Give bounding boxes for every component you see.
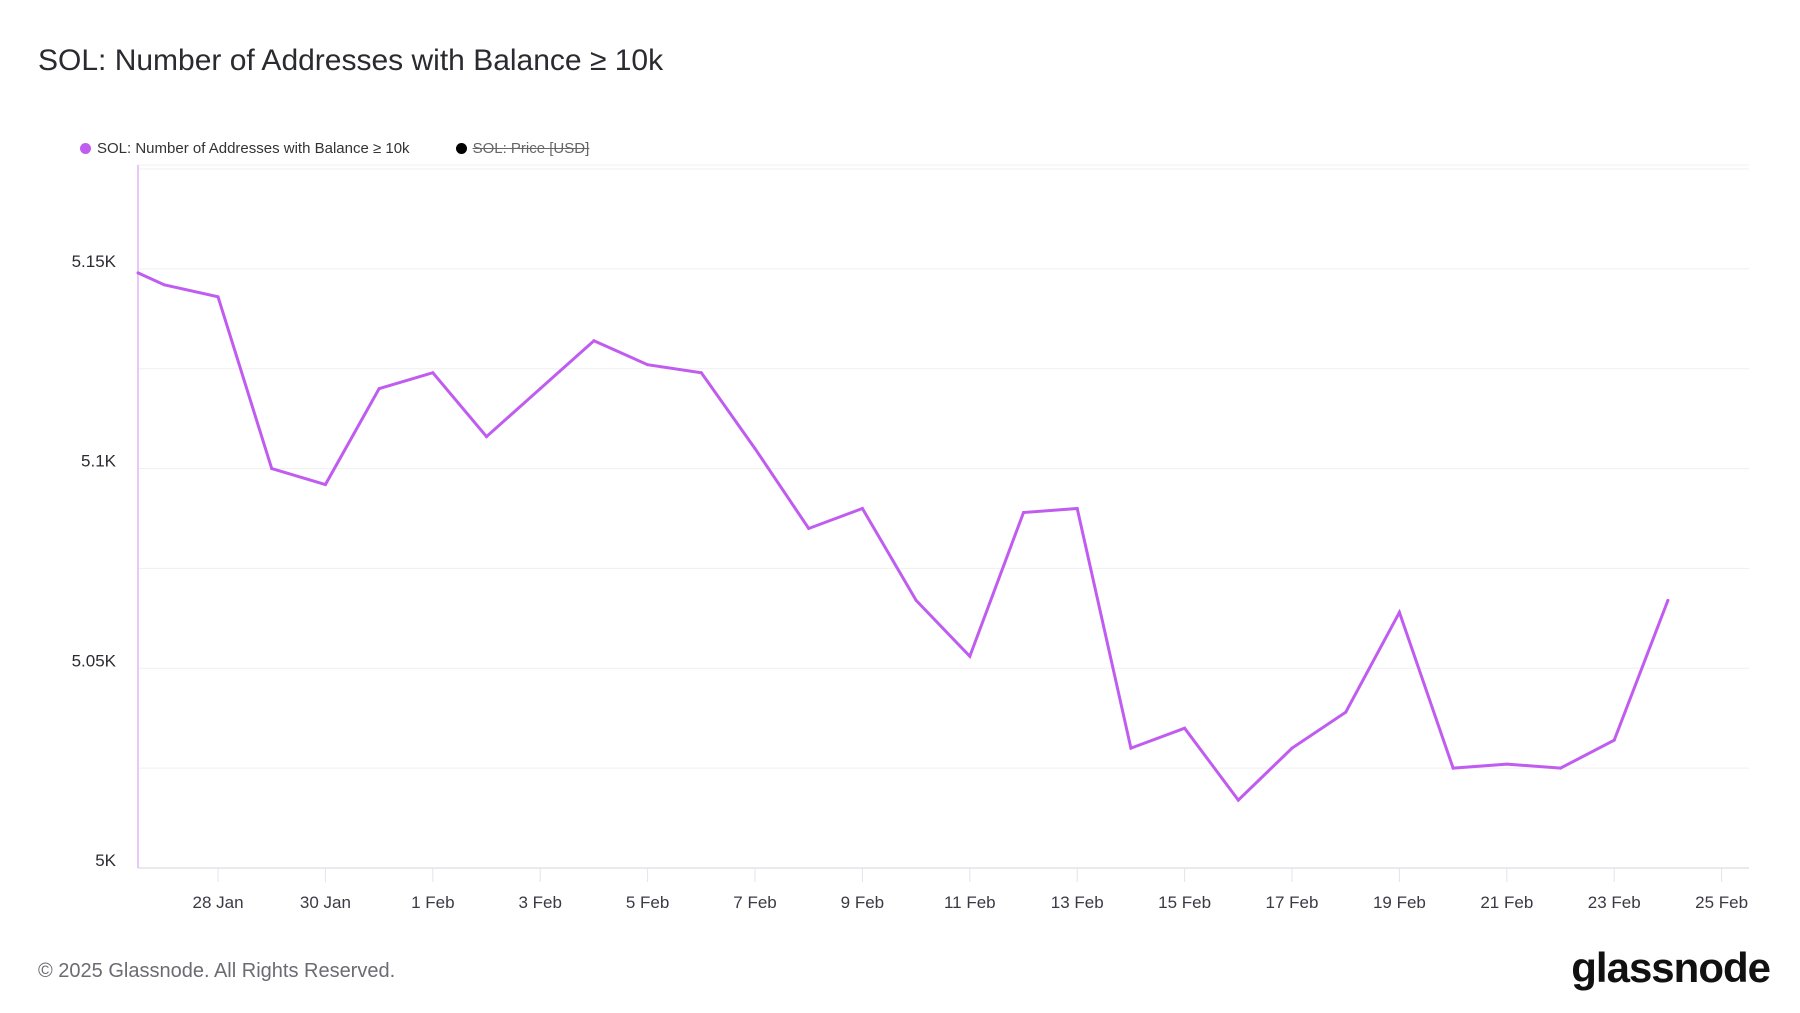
legend-label: SOL: Number of Addresses with Balance ≥ …: [97, 140, 410, 157]
data-point: [1129, 746, 1133, 750]
data-point: [1397, 610, 1401, 614]
data-point: [216, 295, 220, 299]
data-point: [485, 435, 489, 439]
data-point: [431, 371, 435, 375]
x-tick-label: 5 Feb: [626, 893, 669, 912]
data-point: [1612, 738, 1616, 742]
legend: SOL: Number of Addresses with Balance ≥ …: [80, 140, 589, 157]
data-point: [538, 387, 542, 391]
x-tick-label: 19 Feb: [1373, 893, 1426, 912]
data-point: [1075, 507, 1079, 511]
data-point: [807, 526, 811, 530]
copyright: © 2025 Glassnode. All Rights Reserved.: [38, 960, 396, 982]
x-tick-label: 7 Feb: [733, 893, 776, 912]
x-tick-label: 23 Feb: [1588, 893, 1641, 912]
x-tick-label: 28 Jan: [192, 893, 243, 912]
data-point: [1183, 726, 1187, 730]
data-point: [646, 363, 650, 367]
data-point: [323, 483, 327, 487]
data-point: [1666, 598, 1670, 602]
y-tick-label: 5.05K: [72, 651, 117, 670]
data-point: [1290, 746, 1294, 750]
data-point: [592, 339, 596, 343]
x-tick-label: 21 Feb: [1480, 893, 1533, 912]
y-tick-label: 5.1K: [81, 452, 117, 471]
x-tick-label: 30 Jan: [300, 893, 351, 912]
data-point: [753, 447, 757, 451]
data-point: [136, 271, 140, 275]
legend-dot-icon: [455, 143, 467, 154]
data-point: [699, 371, 703, 375]
chart-title: SOL: Number of Addresses with Balance ≥ …: [38, 44, 664, 77]
data-point: [270, 467, 274, 471]
legend-dot-icon: [80, 143, 91, 154]
data-point: [377, 387, 381, 391]
data-point: [1022, 511, 1026, 515]
x-tick-label: 25 Feb: [1695, 893, 1748, 912]
data-point: [1505, 762, 1509, 766]
y-tick-label: 5K: [95, 851, 116, 870]
x-tick-label: 3 Feb: [518, 893, 561, 912]
glassnode-logo: glassnode: [1571, 944, 1771, 991]
x-tick-label: 1 Feb: [411, 893, 454, 912]
data-point: [860, 507, 864, 511]
legend-item-addresses[interactable]: SOL: Number of Addresses with Balance ≥ …: [80, 140, 410, 157]
legend-label: SOL: Price [USD]: [472, 140, 590, 157]
data-point: [968, 654, 972, 658]
data-point: [914, 598, 918, 602]
x-tick-label: 17 Feb: [1266, 893, 1319, 912]
data-point: [162, 283, 166, 287]
data-point: [1559, 766, 1563, 770]
x-tick-label: 15 Feb: [1158, 893, 1211, 912]
data-point: [1451, 766, 1455, 770]
x-tick-label: 13 Feb: [1051, 893, 1104, 912]
legend-item-price[interactable]: SOL: Price [USD]: [455, 140, 590, 157]
x-tick-label: 9 Feb: [841, 893, 884, 912]
x-tick-label: 11 Feb: [944, 893, 996, 912]
data-point: [1236, 798, 1240, 802]
y-tick-label: 5.15K: [72, 252, 117, 271]
series-line: [137, 271, 1670, 803]
data-point: [1344, 710, 1348, 714]
